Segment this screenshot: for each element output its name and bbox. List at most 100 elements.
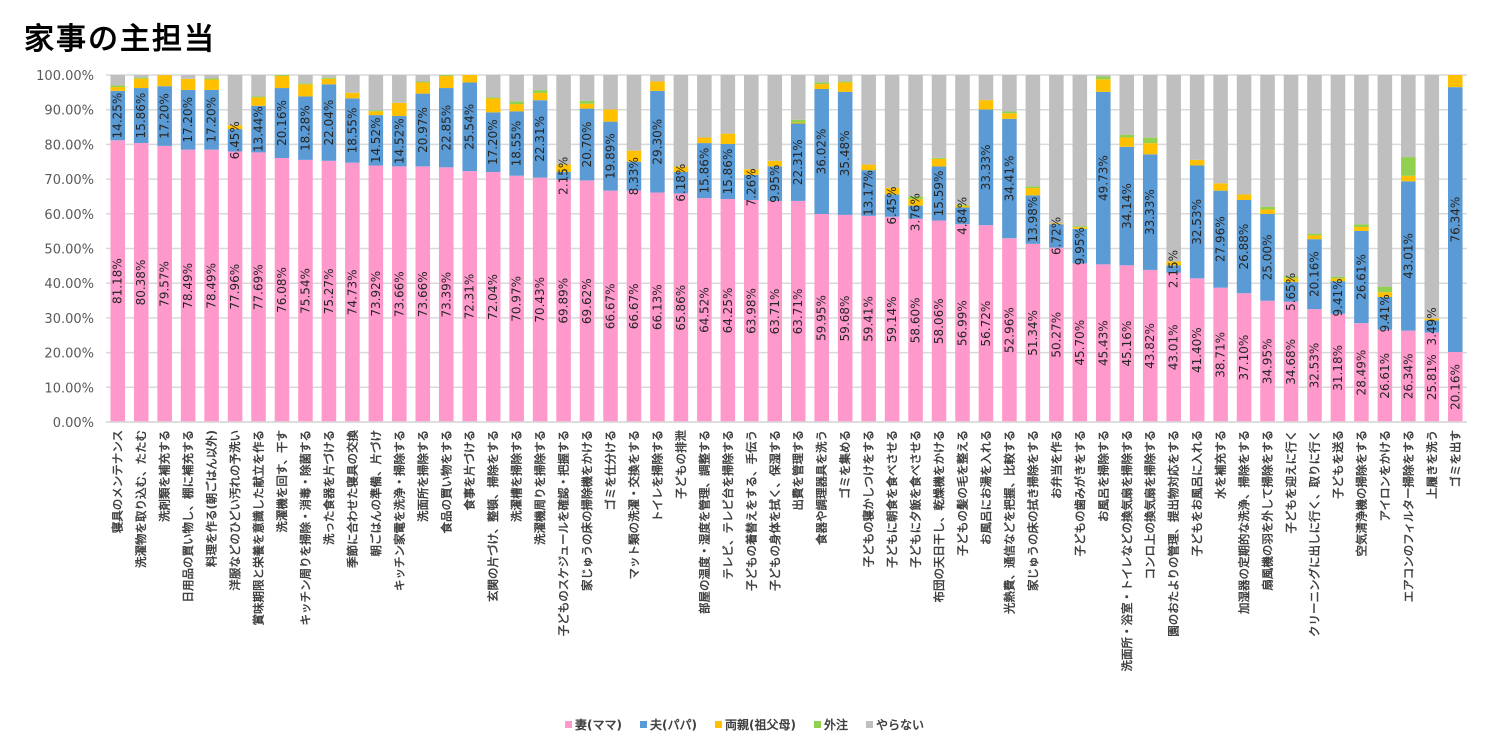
- data-label: 25.81%: [1425, 354, 1439, 400]
- x-tick-label: 洗剤類を補充する: [158, 430, 172, 522]
- bar-segment-parents: [345, 92, 360, 99]
- data-label: 73.92%: [369, 271, 383, 317]
- bar-segment-wife: [509, 175, 524, 422]
- bar-segment-parents: [556, 164, 571, 173]
- bar-segment-wife: [1002, 238, 1017, 422]
- bar-segment-wife: [1307, 309, 1322, 422]
- x-tick-label: 玄関の片づけ、整頓、掃除をする: [486, 430, 500, 602]
- bar-segment-wife: [861, 215, 876, 422]
- bar-segment-outsource: [1002, 111, 1017, 114]
- x-tick-label: 洗濯機周りを掃除する: [533, 430, 547, 545]
- bar-segment-none: [1354, 75, 1369, 225]
- bar-segment-husband: [1119, 146, 1135, 266]
- x-tick-label: マット類の洗濯・交換をする: [627, 430, 641, 580]
- bar-segment-none: [415, 75, 431, 82]
- bar-segment-wife: [603, 190, 618, 422]
- x-tick-label: 子どものスケジュールを確認・把握する: [557, 430, 571, 636]
- x-tick-label: 季節に合わせた寝具の交換: [345, 430, 359, 569]
- bar-segment-wife: [1447, 352, 1463, 422]
- data-label: 2.15%: [1167, 250, 1181, 288]
- y-tick-label: 30.00%: [44, 312, 94, 327]
- bar-segment-outsource: [274, 75, 290, 76]
- x-tick-label: 部屋の温度・湿度を管理、調整する: [697, 430, 711, 614]
- bar-segment-none: [204, 75, 219, 79]
- bar-segment-wife: [462, 171, 477, 422]
- bar-segment-outsource: [1330, 276, 1346, 279]
- bar-segment-wife: [368, 165, 384, 422]
- bar-segment-husband: [345, 98, 360, 163]
- legend-swatch: [714, 721, 722, 728]
- bar-segment-parents: [438, 75, 454, 89]
- x-tick-label: ゴミを出す: [1448, 430, 1462, 488]
- data-label: 63.71%: [768, 289, 782, 335]
- bar-segment-none: [392, 75, 407, 103]
- y-tick-label: 100.00%: [36, 69, 94, 84]
- y-axis: 0.00% 10.00% 20.00% 30.00% 40.00% 50.00% 60.00…: [36, 69, 94, 431]
- bar-segment-none: [1142, 75, 1158, 138]
- bar-segment-wife: [1354, 323, 1369, 422]
- bar-segment-parents: [509, 104, 524, 112]
- bar-segment-none: [603, 75, 618, 110]
- bar-segment-husband: [908, 205, 923, 219]
- bar-segment-wife: [133, 143, 149, 422]
- bar-segment-none: [1424, 75, 1440, 319]
- data-label: 81.18%: [111, 258, 125, 304]
- bar-segment-wife: [1283, 301, 1299, 422]
- bar-segment-husband: [814, 88, 829, 214]
- bar-segment-none: [1049, 75, 1064, 224]
- x-tick-label: 洗った食器を片づける: [322, 430, 336, 545]
- data-label: 25.00%: [1261, 234, 1275, 280]
- bar-segment-none: [1096, 75, 1111, 77]
- bar-segment-parents: [204, 79, 219, 90]
- x-tick-label: クリーニングに出しに行く、取りに行く: [1307, 430, 1321, 637]
- data-label: 59.95%: [815, 295, 829, 341]
- bar-segment-husband: [978, 109, 994, 226]
- bar-segment-none: [767, 75, 783, 161]
- bar-segment-husband: [274, 88, 290, 159]
- data-label: 65.86%: [674, 285, 688, 331]
- bar-segment-parents: [1283, 278, 1299, 283]
- bar-segment-none: [790, 75, 806, 120]
- data-label: 75.54%: [298, 268, 312, 314]
- bar-segment-outsource: [1260, 206, 1275, 210]
- data-label: 77.69%: [252, 264, 266, 310]
- bar-segment-wife: [1189, 278, 1205, 422]
- data-label: 6.45%: [228, 121, 242, 159]
- bar-segment-parents: [720, 133, 736, 145]
- bar-segment-parents: [462, 75, 477, 83]
- bar-segment-none: [1236, 75, 1252, 195]
- x-tick-label: 洗面所を掃除する: [416, 430, 430, 522]
- bar-segment-outsource: [368, 110, 384, 112]
- data-label: 32.53%: [1190, 199, 1204, 245]
- bar-segment-parents: [1119, 137, 1135, 147]
- bar-segment-none: [1283, 75, 1299, 277]
- bar-segment-husband: [1447, 87, 1463, 353]
- x-tick-label: テレビ、テレビ台を掃除する: [721, 430, 735, 580]
- bar-segment-outsource: [1377, 286, 1393, 293]
- data-label: 26.88%: [1237, 224, 1251, 270]
- x-tick-label: 日用品の買い物し、棚に補充する: [181, 430, 195, 603]
- bar-segment-wife: [908, 218, 923, 422]
- data-label: 69.62%: [580, 278, 594, 324]
- bar-segment-parents: [1330, 278, 1346, 282]
- bar-segment-wife: [345, 162, 360, 423]
- data-label: 35.48%: [838, 130, 852, 176]
- bar-segment-husband: [1377, 297, 1393, 330]
- bar-segment-parents: [392, 102, 407, 117]
- data-label: 17.20%: [181, 97, 195, 143]
- bar-segment-husband: [767, 166, 783, 201]
- bar-segment-husband: [298, 96, 313, 160]
- data-label: 45.16%: [1120, 321, 1134, 367]
- data-label: 7.26%: [744, 168, 758, 206]
- y-tick-label: 80.00%: [44, 138, 94, 153]
- bar-segment-parents: [532, 92, 548, 101]
- data-label: 18.55%: [345, 108, 359, 154]
- x-tick-label: 子どもをお風呂に入れる: [1190, 430, 1204, 557]
- bar-segment-husband: [110, 90, 126, 141]
- bar-segment-wife: [110, 140, 126, 422]
- bar-segment-husband: [368, 115, 384, 166]
- bar-segment-wife: [157, 145, 172, 423]
- data-label: 17.20%: [205, 97, 219, 143]
- bar-segment-parents: [955, 205, 970, 208]
- x-tick-label: 賞味期限と栄養を意識した献立を作る: [252, 430, 266, 626]
